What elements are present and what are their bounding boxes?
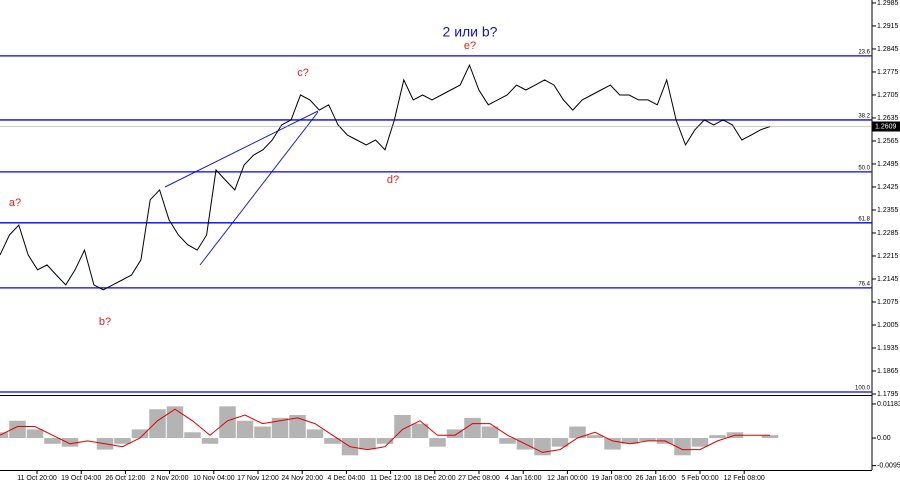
histogram-bar bbox=[306, 429, 324, 439]
fibo-label: 50.0 bbox=[858, 165, 870, 171]
histogram-bar bbox=[621, 438, 639, 444]
y-tick-label: 1.2705 bbox=[877, 92, 899, 99]
histogram-bar bbox=[411, 423, 429, 439]
histogram-bar bbox=[236, 420, 254, 439]
trend-line bbox=[199, 111, 319, 266]
histogram-bar bbox=[604, 438, 621, 450]
histogram-bar bbox=[44, 438, 61, 444]
histogram-bar bbox=[219, 406, 236, 439]
histogram-bar bbox=[429, 438, 446, 447]
y-tick-label: 1.2355 bbox=[877, 207, 899, 214]
histogram-bar bbox=[0, 432, 9, 439]
wave-label: c? bbox=[297, 67, 309, 79]
wave-label: d? bbox=[387, 174, 399, 186]
last-price-tag bbox=[872, 121, 900, 132]
histogram-bar bbox=[464, 417, 481, 439]
histogram-bar bbox=[691, 438, 709, 447]
histogram-bar bbox=[639, 438, 656, 441]
histogram-bar bbox=[376, 438, 394, 444]
histogram-bar bbox=[499, 438, 516, 444]
histogram-bar bbox=[446, 429, 464, 439]
x-tick-label: 4 Dec 04:00 bbox=[328, 475, 366, 482]
histogram-bar bbox=[61, 438, 79, 447]
histogram-bar bbox=[534, 438, 551, 456]
y-tick-label: 1.2775 bbox=[877, 69, 899, 76]
fibo-label: 76.4 bbox=[858, 281, 870, 287]
x-tick-label: 5 Feb 00:00 bbox=[681, 475, 718, 482]
x-tick-label: 26 Oct 12:00 bbox=[105, 475, 145, 482]
y-tick-label: 0.00 bbox=[877, 435, 891, 442]
wave-label: a? bbox=[9, 197, 21, 209]
x-tick-label: 4 Jan 16:00 bbox=[505, 475, 542, 482]
histogram-bar bbox=[324, 438, 341, 444]
x-tick-label: 10 Nov 04:00 bbox=[193, 475, 235, 482]
y-tick-label: 1.2985 bbox=[877, 0, 899, 7]
wave-label: e? bbox=[464, 40, 476, 52]
histogram-bar bbox=[26, 429, 44, 439]
y-tick-label: 1.2285 bbox=[877, 230, 899, 237]
histogram-bar bbox=[201, 438, 219, 444]
histogram-bar bbox=[166, 406, 184, 439]
x-tick-label: 19 Oct 04:00 bbox=[61, 475, 101, 482]
y-tick-label: 1.2075 bbox=[877, 299, 899, 306]
histogram-bar bbox=[551, 438, 569, 447]
y-tick-label: 1.2565 bbox=[877, 138, 899, 145]
last-price-label: 1.2609 bbox=[875, 123, 897, 130]
x-tick-label: 26 Jan 16:00 bbox=[636, 475, 677, 482]
y-tick-label: 1.2915 bbox=[877, 23, 899, 30]
y-tick-label: 1.2635 bbox=[877, 115, 899, 122]
wave-label: b? bbox=[99, 316, 111, 328]
x-tick-label: 2 Nov 20:00 bbox=[151, 475, 189, 482]
histogram-bar bbox=[481, 426, 499, 439]
fibo-label: 38.2 bbox=[858, 114, 870, 120]
x-tick-label: 19 Jan 08:00 bbox=[591, 475, 632, 482]
histogram-bar bbox=[131, 429, 149, 439]
histogram-bar bbox=[271, 417, 289, 439]
price-line bbox=[0, 63, 771, 291]
y-tick-label: 1.2215 bbox=[877, 253, 899, 260]
fibo-label: 61.8 bbox=[858, 216, 870, 222]
histogram-bar bbox=[149, 409, 166, 439]
x-tick-label: 18 Dec 20:00 bbox=[414, 475, 456, 482]
trend-line bbox=[164, 110, 319, 188]
wave-label: 2 или b? bbox=[443, 24, 498, 40]
x-tick-label: 27 Dec 08:00 bbox=[458, 475, 500, 482]
histogram-bar bbox=[114, 438, 131, 444]
y-tick-label: 0.01183 bbox=[877, 401, 900, 408]
x-tick-label: 12 Jan 00:00 bbox=[547, 475, 588, 482]
histogram-bar bbox=[359, 438, 376, 450]
histogram-bar bbox=[184, 432, 201, 439]
y-tick-label: 1.1935 bbox=[877, 345, 899, 352]
x-tick-label: 11 Oct 20:00 bbox=[17, 475, 57, 482]
histogram-bar bbox=[9, 420, 26, 439]
x-tick-label: 11 Dec 12:00 bbox=[370, 475, 411, 482]
histogram-bar bbox=[569, 426, 586, 439]
y-tick-label: -0.00959 bbox=[877, 462, 900, 469]
histogram-bar bbox=[254, 426, 271, 439]
x-tick-label: 24 Nov 20:00 bbox=[281, 475, 323, 482]
y-tick-label: 1.2495 bbox=[877, 161, 899, 168]
y-tick-label: 1.1865 bbox=[877, 368, 899, 375]
y-tick-label: 1.2425 bbox=[877, 184, 899, 191]
histogram-bar bbox=[674, 438, 691, 456]
fibo-label: 23.6 bbox=[858, 49, 870, 55]
y-tick-label: 1.2145 bbox=[877, 276, 899, 283]
y-tick-label: 1.2845 bbox=[877, 46, 899, 53]
histogram-bar bbox=[761, 435, 779, 439]
y-tick-label: 1.1795 bbox=[877, 391, 899, 398]
histogram-bar bbox=[709, 435, 726, 439]
fibo-label: 100.0 bbox=[855, 386, 871, 392]
histogram-bar bbox=[586, 435, 604, 439]
histogram-bar bbox=[394, 414, 411, 439]
x-tick-label: 17 Nov 12:00 bbox=[237, 475, 279, 482]
histogram-bar bbox=[289, 414, 306, 439]
x-tick-label: 12 Feb 08:00 bbox=[724, 475, 765, 482]
signal-line bbox=[0, 408, 770, 453]
y-tick-label: 1.2005 bbox=[877, 322, 899, 329]
